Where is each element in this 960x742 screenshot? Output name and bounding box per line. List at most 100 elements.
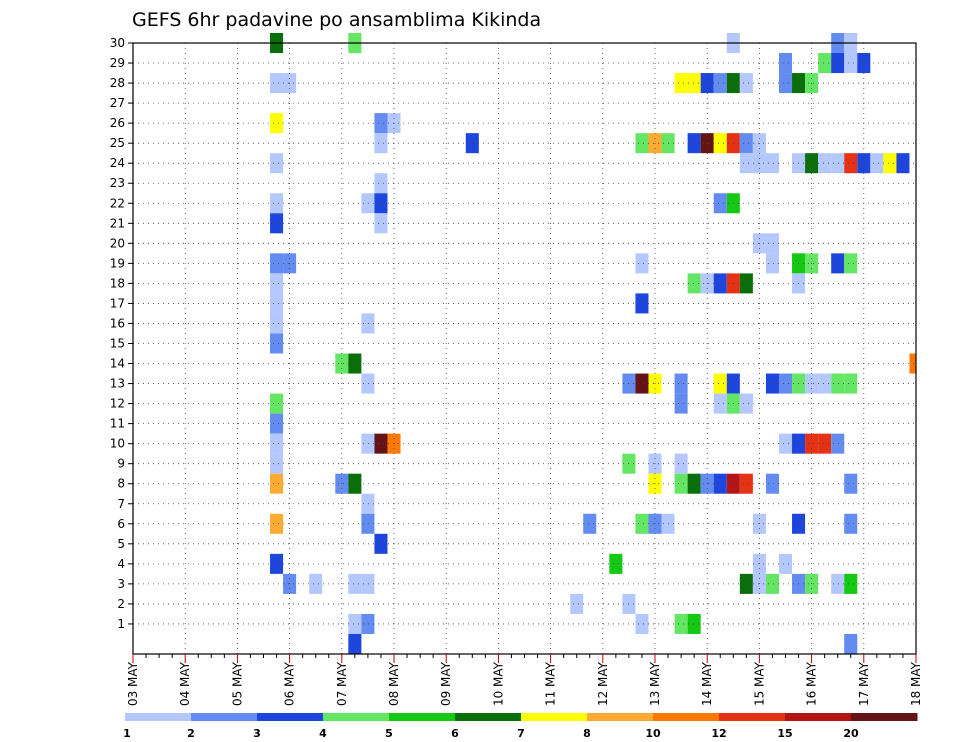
heatmap-cell [270,433,284,454]
heatmap-cell [713,473,727,494]
heatmap-cell [635,133,649,154]
y-tick-label: 7 [117,497,125,511]
y-tick-label: 5 [117,537,125,551]
x-tick-label: 10 MAY [491,661,505,706]
heatmap-cell [739,273,753,294]
heatmap-cell [713,193,727,214]
y-tick-label: 9 [117,457,125,471]
heatmap-cell [765,473,779,494]
legend-label: 8 [583,727,591,740]
heatmap-cell [635,373,649,394]
heatmap-cell [713,133,727,154]
heatmap-cell [361,433,375,454]
legend-swatch [521,713,588,721]
x-tick-label: 11 MAY [544,661,558,706]
heatmap-cell [765,253,779,274]
heatmap-cell [687,73,701,94]
heatmap-cell [270,273,284,294]
y-tick-label: 20 [110,236,125,250]
heatmap-cell [635,253,649,274]
color-legend: 1 2 3 4 5 6 7 8 10 12 15 20 [123,713,918,740]
heatmap-cell [270,453,284,474]
y-axis: 1234567891011121314151617181920212223242… [110,36,133,631]
heatmap-cell [739,573,753,594]
legend-swatch [191,713,258,721]
heatmap-cell [713,373,727,394]
heatmap-cell [818,153,832,174]
heatmap-cell [883,153,897,174]
legend-label: 6 [451,727,459,740]
heatmap-cell [270,193,284,214]
x-tick-label: 14 MAY [700,661,714,706]
heatmap-cell [713,73,727,94]
heatmap-cell [374,173,388,194]
legend-label: 7 [517,727,525,740]
y-tick-label: 27 [110,96,125,110]
heatmap-cell [374,533,388,554]
legend-label: 20 [843,727,859,740]
heatmap-cell [270,473,284,494]
legend-label: 5 [385,727,393,740]
heatmap-cell [270,333,284,354]
legend-swatch [851,713,918,721]
y-tick-label: 22 [110,196,125,210]
heatmap-cell [270,213,284,234]
y-tick-label: 29 [110,56,125,70]
heatmap-cell [844,473,858,494]
heatmap-cell [674,453,688,474]
legend-swatch [323,713,390,721]
y-tick-label: 25 [110,136,125,150]
heatmap-cell [270,393,284,414]
heatmap-cell [687,473,701,494]
heatmap-cell [844,53,858,74]
heatmap-cell [687,613,701,634]
y-tick-label: 30 [110,36,125,50]
legend-label: 12 [711,727,726,740]
chart-title: GEFS 6hr padavine po ansamblima Kikinda [132,9,541,31]
heatmap-cell [374,113,388,134]
legend-swatch [653,713,720,721]
legend-swatch [389,713,456,721]
heatmap-cell [361,493,375,514]
heatmap-cell [778,73,793,94]
heatmap-cell [739,153,753,174]
heatmap-cell [674,373,688,394]
heatmap-cell [778,53,793,74]
heatmap-cell [778,373,793,394]
heatmap-cell [374,133,388,154]
heatmap-cell [674,393,688,414]
x-tick-label: 08 MAY [387,661,401,706]
heatmap-cell [765,373,779,394]
x-tick-label: 05 MAY [230,661,244,706]
x-axis: 03 MAY 04 MAY 05 MAY 06 MAY 07 MAY 08 MAY 09 M… [126,654,923,706]
legend-label: 4 [319,727,327,740]
x-tick-label: 12 MAY [596,661,610,706]
heatmap-cell [348,633,362,654]
x-tick-label: 17 MAY [857,661,871,706]
x-tick-label: 09 MAY [439,661,453,706]
heatmap-cell [778,553,793,574]
heatmap-cell [844,373,858,394]
heatmap-cell [635,613,649,634]
legend-label: 3 [253,727,261,740]
heatmap-cell [270,513,284,534]
x-tick-label: 06 MAY [283,661,297,706]
heatmap-cell [270,293,284,314]
y-tick-label: 12 [110,397,125,411]
heatmap-cell [674,473,688,494]
y-tick-label: 8 [117,477,125,491]
y-tick-label: 17 [110,296,125,310]
heatmap-cell [687,133,701,154]
heatmap-cell [831,433,845,454]
heatmap-cell [713,273,727,294]
heatmap-cell [739,133,753,154]
heatmap-cell [348,473,362,494]
heatmap-cell [831,373,845,394]
heatmap-cell [374,433,388,454]
y-tick-label: 28 [110,76,125,90]
heatmap-cell [687,273,701,294]
heatmap-cell [635,293,649,314]
heatmap-cell [270,73,284,94]
heatmap-cell [270,253,284,274]
